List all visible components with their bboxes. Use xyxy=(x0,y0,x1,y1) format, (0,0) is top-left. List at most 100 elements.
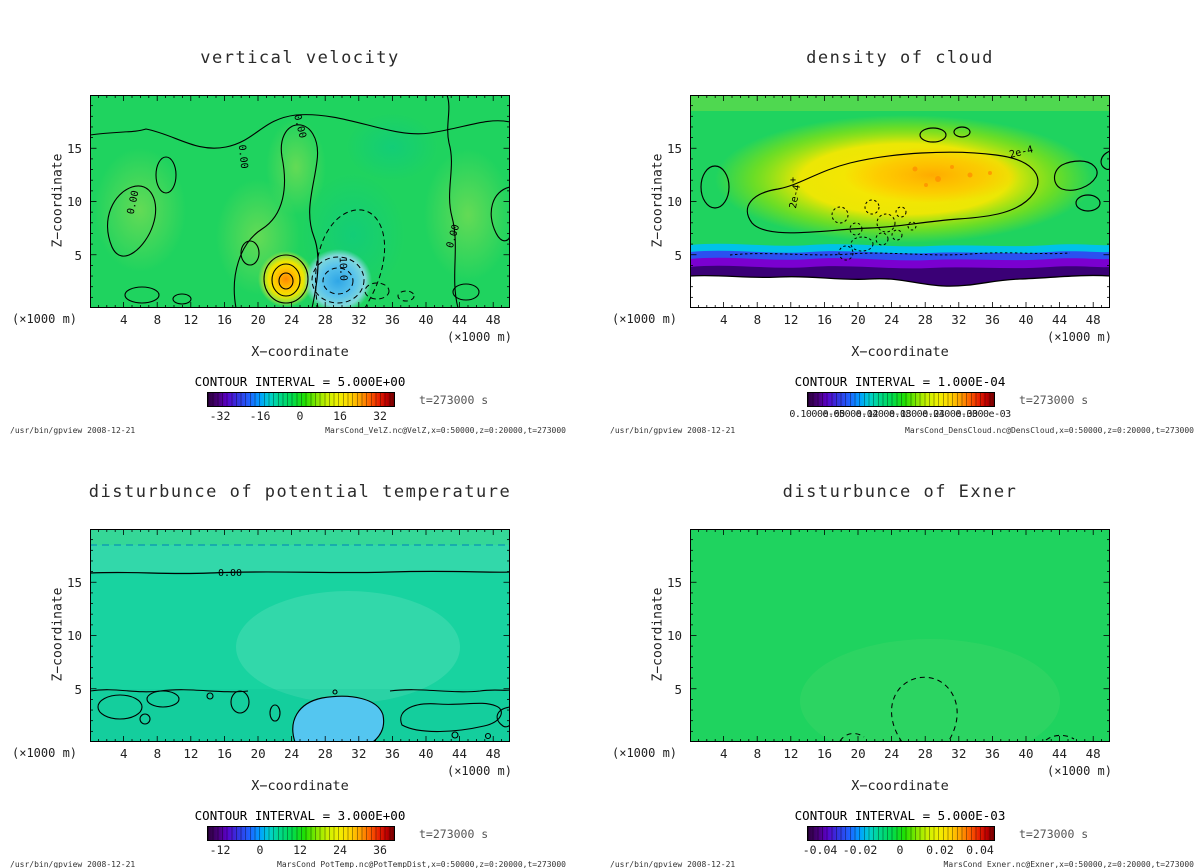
contour-label: 2e-4 xyxy=(788,184,803,210)
y-tick: 5 xyxy=(74,248,82,263)
axis-unit-right: (×1000 m) xyxy=(1046,330,1112,344)
plot-area: 2e-4 2e-4 + xyxy=(690,95,1110,308)
colorbar-tick: 0.1800e-03 xyxy=(889,409,945,420)
x-tick: 24 xyxy=(884,746,900,761)
x-axis-ticks: 4 8 12 16 20 24 28 32 36 40 44 48 xyxy=(707,312,1110,327)
source-file-label: MarsCond_PotTemp.nc@PotTempDist,x=0:5000… xyxy=(277,860,566,868)
plot-title: density of cloud xyxy=(806,48,994,68)
colorbar-tick: -32 xyxy=(209,409,231,423)
time-label: t=273000 s xyxy=(1019,827,1089,841)
contour-label: 0.00 xyxy=(126,190,142,216)
x-tick: 32 xyxy=(351,312,367,327)
y-tick: 10 xyxy=(666,628,682,643)
x-tick: 4 xyxy=(120,312,128,327)
contour-label: 10.0 xyxy=(337,257,349,281)
x-tick: 12 xyxy=(183,746,199,761)
y-tick: 10 xyxy=(66,628,82,643)
x-tick: 12 xyxy=(183,312,199,327)
x-tick: 20 xyxy=(250,312,266,327)
plot-title: vertical velocity xyxy=(200,48,400,68)
x-tick: 24 xyxy=(284,312,300,327)
x-tick: 4 xyxy=(720,312,728,327)
colorbar-tick: 0.1200e-03 xyxy=(855,409,912,420)
axis-unit-right: (×1000 m) xyxy=(1046,764,1112,778)
colorbar-ticks: -32 -16 0 16 32 xyxy=(200,409,400,423)
x-tick: 28 xyxy=(917,312,933,327)
x-axis-ticks: 4 8 12 16 20 24 28 32 36 40 44 48 xyxy=(107,746,510,761)
colorbar-ticks: -12 0 12 24 36 xyxy=(200,843,400,857)
x-tick: 8 xyxy=(153,312,162,327)
contour-plot-potential-temperature: 0.00 xyxy=(90,529,510,742)
colorbar-ticks: 0.1000e-05 0.6000e-04 0.1200e-03 0.1800e… xyxy=(690,409,1110,420)
plot-footer: /usr/bin/gpview 2008-12-21 MarsCond_VelZ… xyxy=(10,426,566,435)
contour-plot-density-of-cloud: 2e-4 2e-4 + xyxy=(690,95,1110,308)
colorbar-tick: 0.1000e-05 xyxy=(789,409,845,420)
y-tick: 10 xyxy=(66,194,82,209)
plot-footer: /usr/bin/gpview 2008-12-21 MarsCond_PotT… xyxy=(10,860,566,868)
x-tick: 28 xyxy=(317,746,333,761)
x-tick: 12 xyxy=(783,746,799,761)
contour-interval-label: CONTOUR INTERVAL = 1.000E-04 xyxy=(794,374,1006,389)
contour-plot-exner xyxy=(690,529,1110,742)
colorbar-tick: 12 xyxy=(293,843,307,857)
axis-unit-left: (×1000 m) xyxy=(12,746,78,760)
x-tick: 24 xyxy=(884,312,900,327)
x-tick: 40 xyxy=(418,746,434,761)
colorbar-tick: 24 xyxy=(333,843,347,857)
x-tick: 32 xyxy=(951,312,967,327)
plot-title: disturbunce of Exner xyxy=(782,482,1018,502)
time-label: t=273000 s xyxy=(1019,393,1089,407)
plot-footer: /usr/bin/gpview 2008-12-21 MarsCond_Dens… xyxy=(610,426,1194,435)
x-tick: 4 xyxy=(720,746,728,761)
axis-unit-left: (×1000 m) xyxy=(12,312,78,326)
x-tick: 48 xyxy=(485,746,501,761)
plot-area: 0.00 0.00 0.00 0.00 10.0 xyxy=(90,95,510,308)
colorbar xyxy=(807,826,995,841)
x-axis-ticks: 4 8 12 16 20 24 28 32 36 40 44 48 xyxy=(107,312,510,327)
x-tick: 32 xyxy=(951,746,967,761)
source-file-label: MarsCond_VelZ.nc@VelZ,x=0:50000,z=0:2000… xyxy=(325,426,566,435)
contour-label: 0.00 xyxy=(218,568,242,579)
plus-marker: + xyxy=(790,175,796,186)
time-label: t=273000 s xyxy=(419,827,489,841)
y-tick: 15 xyxy=(666,141,682,156)
x-tick: 40 xyxy=(1018,746,1034,761)
x-tick: 28 xyxy=(917,746,933,761)
colorbar-tick: 36 xyxy=(373,843,387,857)
colorbar-tick: 16 xyxy=(333,409,347,423)
command-label: /usr/bin/gpview 2008-12-21 xyxy=(610,860,736,868)
axis-unit-right: (×1000 m) xyxy=(446,764,512,778)
source-file-label: MarsCond_DensCloud.nc@DensCloud,x=0:5000… xyxy=(905,426,1194,435)
command-label: /usr/bin/gpview 2008-12-21 xyxy=(610,426,736,435)
colorbar xyxy=(207,392,395,407)
x-axis-label: X−coordinate xyxy=(251,778,349,794)
contour-plot-vertical-velocity: 0.00 0.00 0.00 0.00 10.0 xyxy=(90,95,510,308)
x-tick: 8 xyxy=(753,312,762,327)
y-tick: 5 xyxy=(74,682,82,697)
command-label: /usr/bin/gpview 2008-12-21 xyxy=(10,860,136,868)
panel-exner: disturbunce of Exner Z−coordinate 15 10 … xyxy=(600,434,1200,868)
colorbar-tick: -16 xyxy=(249,409,271,423)
colorbar-tick: 0.3000e-03 xyxy=(955,409,1011,420)
x-tick: 4 xyxy=(120,746,128,761)
x-tick: 8 xyxy=(153,746,162,761)
y-tick: 5 xyxy=(674,682,682,697)
colorbar-tick: -0.04 xyxy=(802,843,838,857)
x-tick: 20 xyxy=(850,312,866,327)
colorbar-tick: 0.6000e-04 xyxy=(822,409,879,420)
x-tick: 32 xyxy=(351,746,367,761)
x-tick: 40 xyxy=(1018,312,1034,327)
y-tick: 15 xyxy=(66,141,82,156)
x-tick: 48 xyxy=(1085,746,1101,761)
x-tick: 28 xyxy=(317,312,333,327)
x-tick: 16 xyxy=(216,746,233,761)
y-tick: 15 xyxy=(66,575,82,590)
colorbar-tick: 0.02 xyxy=(926,843,954,857)
plot-area xyxy=(690,529,1110,742)
colorbar-tick: 0 xyxy=(896,843,904,857)
colorbar-tick: 32 xyxy=(373,409,387,423)
x-tick: 36 xyxy=(984,312,1000,327)
contour-label: 0.00 xyxy=(236,144,249,169)
contour-interval-label: CONTOUR INTERVAL = 3.000E+00 xyxy=(194,808,406,823)
